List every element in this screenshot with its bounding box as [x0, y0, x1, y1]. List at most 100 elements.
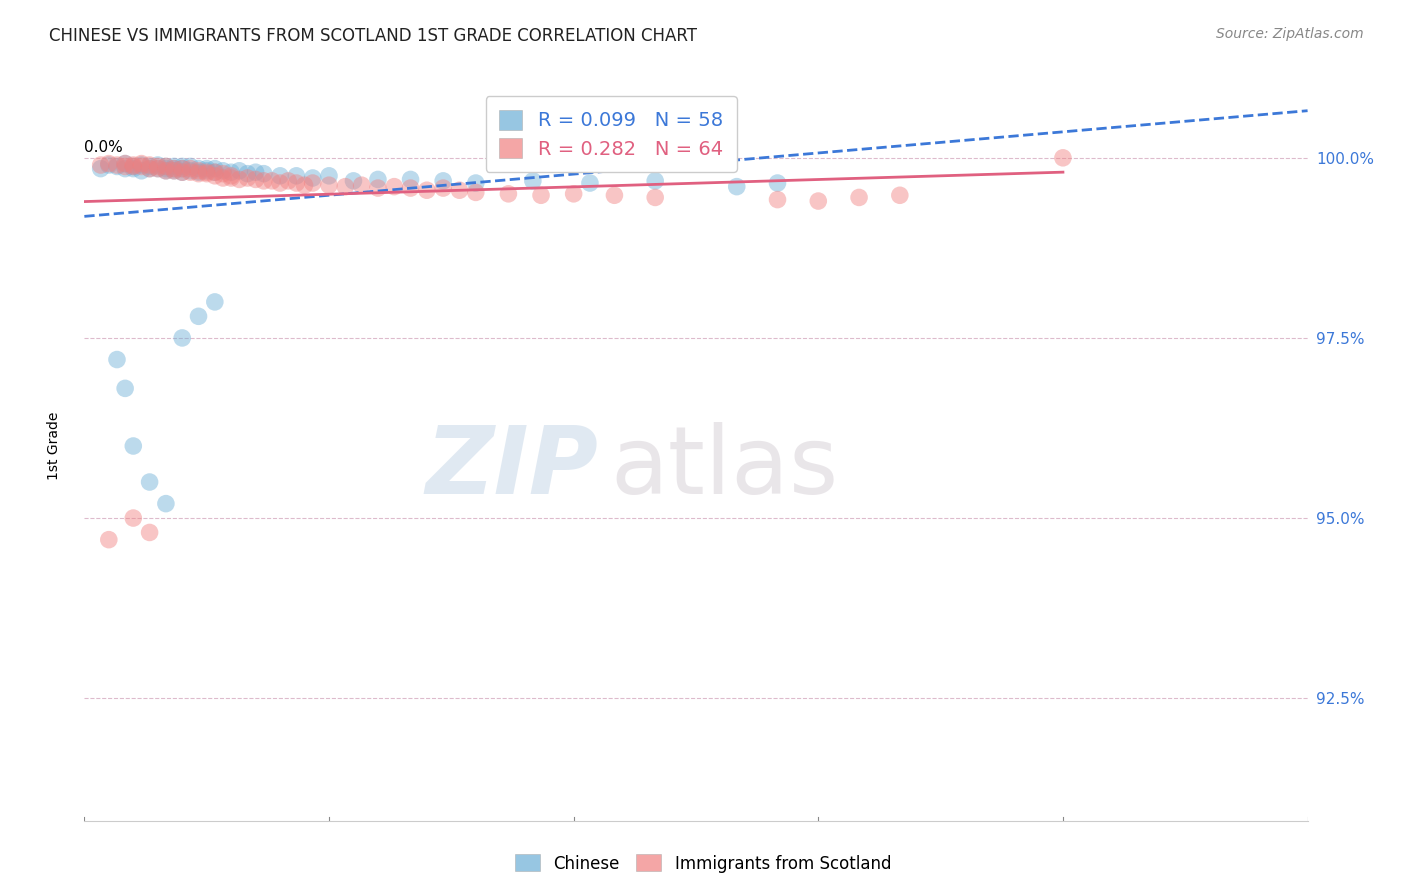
Point	[122, 511, 145, 525]
Point	[131, 163, 153, 178]
Point	[146, 161, 169, 176]
Point	[301, 171, 323, 186]
Point	[172, 331, 194, 345]
Point	[522, 174, 544, 188]
Point	[253, 167, 276, 181]
Point	[131, 156, 153, 170]
Point	[399, 172, 422, 186]
Point	[644, 190, 666, 204]
Point	[114, 156, 136, 170]
Point	[155, 160, 177, 174]
Point	[766, 176, 789, 190]
Point	[122, 160, 145, 174]
Point	[195, 161, 218, 176]
Point	[122, 161, 145, 176]
Point	[179, 163, 201, 178]
Point	[155, 497, 177, 511]
Point	[498, 186, 520, 201]
Point	[138, 160, 160, 174]
Point	[90, 161, 112, 176]
Point	[603, 188, 626, 202]
Point	[90, 158, 112, 172]
Text: atlas: atlas	[610, 423, 838, 515]
Point	[172, 165, 194, 179]
Point	[155, 161, 177, 176]
Point	[382, 179, 405, 194]
Point	[187, 310, 209, 324]
Point	[155, 160, 177, 174]
Point	[432, 174, 454, 188]
Point	[146, 158, 169, 172]
Point	[163, 163, 186, 178]
Point	[318, 178, 340, 193]
Point	[725, 179, 748, 194]
Point	[195, 167, 218, 181]
Point	[562, 186, 585, 201]
Point	[122, 439, 145, 453]
Point	[367, 181, 389, 195]
Point	[579, 176, 602, 190]
Point	[399, 181, 422, 195]
Point	[212, 171, 235, 186]
Point	[285, 176, 308, 190]
Point	[335, 179, 357, 194]
Point	[138, 161, 160, 176]
Point	[172, 161, 194, 176]
Legend: R = 0.099   N = 58, R = 0.282   N = 64: R = 0.099 N = 58, R = 0.282 N = 64	[485, 96, 737, 172]
Legend: Chinese, Immigrants from Scotland: Chinese, Immigrants from Scotland	[508, 847, 898, 880]
Point	[318, 169, 340, 183]
Point	[131, 158, 153, 172]
Point	[163, 161, 186, 176]
Point	[179, 161, 201, 176]
Point	[114, 161, 136, 176]
Point	[367, 172, 389, 186]
Text: 1st Grade: 1st Grade	[46, 412, 60, 480]
Point	[172, 160, 194, 174]
Point	[187, 161, 209, 176]
Point	[195, 163, 218, 178]
Point	[122, 160, 145, 174]
Point	[97, 533, 120, 547]
Point	[236, 167, 259, 181]
Point	[195, 165, 218, 179]
Point	[114, 160, 136, 174]
Point	[105, 160, 128, 174]
Point	[172, 161, 194, 176]
Point	[807, 194, 830, 208]
Point	[155, 163, 177, 178]
Point	[105, 158, 128, 172]
Point	[301, 176, 323, 190]
Point	[114, 156, 136, 170]
Text: ZIP: ZIP	[425, 423, 598, 515]
Point	[163, 160, 186, 174]
Point	[277, 174, 299, 188]
Point	[350, 178, 373, 193]
Point	[1052, 151, 1074, 165]
Point	[204, 161, 226, 176]
Point	[219, 165, 242, 179]
Point	[889, 188, 911, 202]
Point	[187, 163, 209, 178]
Point	[187, 167, 209, 181]
Point	[212, 163, 235, 178]
Point	[204, 294, 226, 309]
Point	[848, 190, 870, 204]
Point	[97, 158, 120, 172]
Point	[138, 475, 160, 489]
Point	[163, 163, 186, 178]
Point	[97, 156, 120, 170]
Point	[294, 178, 316, 193]
Point	[464, 186, 486, 200]
Point	[766, 193, 789, 207]
Point	[138, 158, 160, 172]
Point	[219, 169, 242, 183]
Point	[155, 163, 177, 178]
Point	[236, 171, 259, 186]
Point	[138, 161, 160, 176]
Point	[114, 381, 136, 395]
Point	[416, 183, 439, 197]
Point	[204, 165, 226, 179]
Point	[530, 188, 553, 202]
Point	[179, 160, 201, 174]
Point	[449, 183, 471, 197]
